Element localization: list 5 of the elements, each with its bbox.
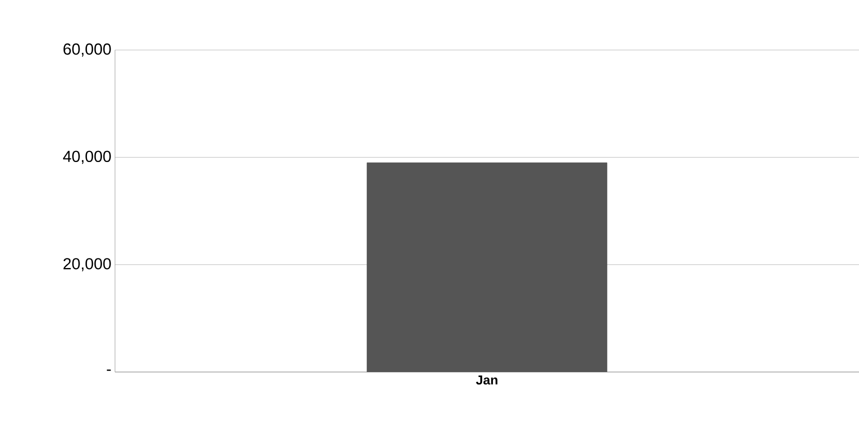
x-tick-label: Jan xyxy=(476,376,498,385)
y-tick-label: 60,000 xyxy=(64,43,111,57)
y-tick-label: - xyxy=(106,370,111,371)
y-tick-label: 40,000 xyxy=(63,150,111,164)
y-tick-label: 20,000 xyxy=(64,258,111,272)
